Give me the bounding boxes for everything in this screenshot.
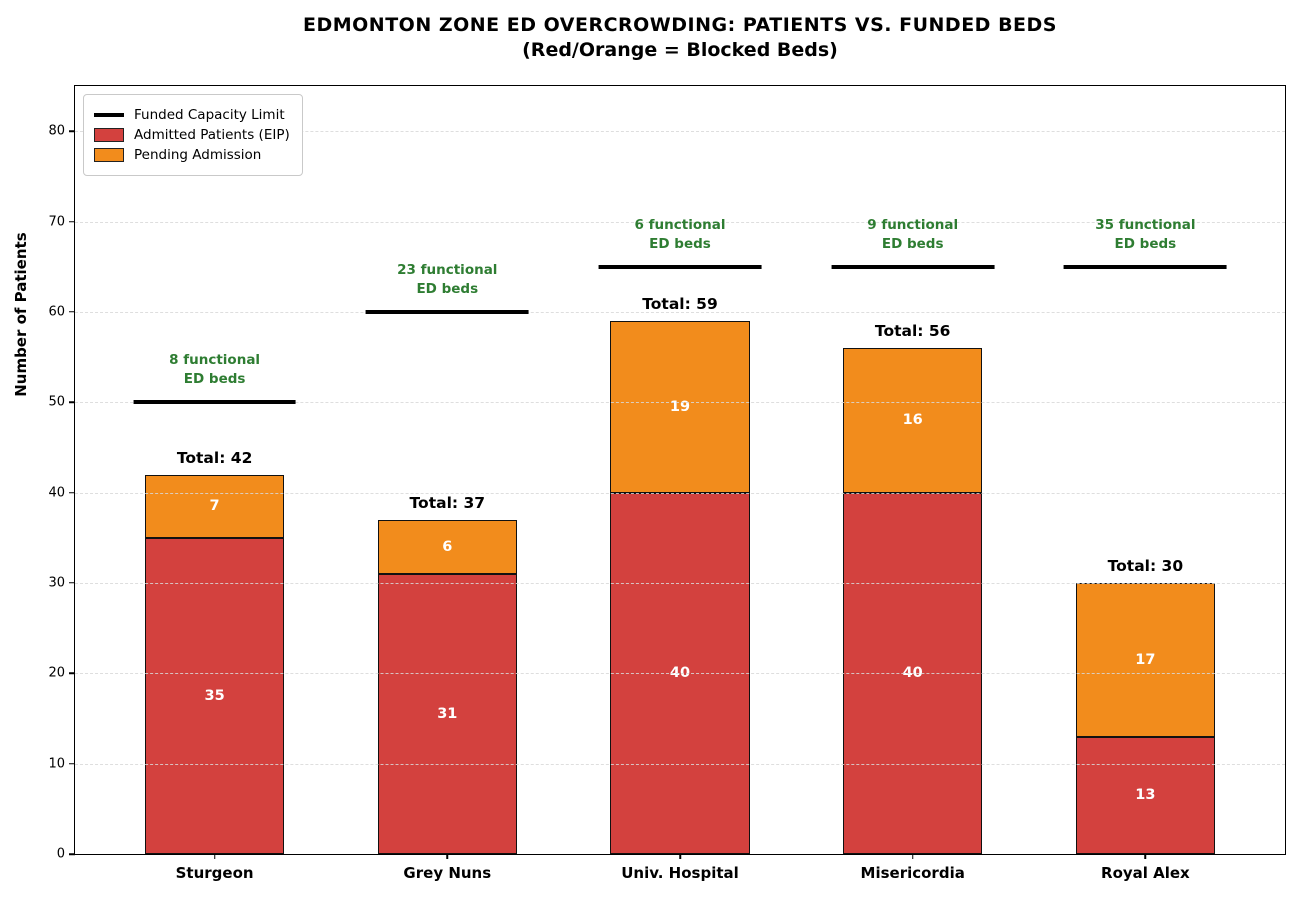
bar-segment-value: 31 [437, 705, 458, 722]
x-tick-label-2: Univ. Hospital [621, 864, 739, 882]
bar-segment-admitted-1: 31 [377, 573, 518, 854]
total-label-0: Total: 42 [176, 448, 253, 467]
bar-segment-value: 17 [1135, 651, 1156, 668]
total-label-1: Total: 37 [409, 493, 486, 512]
bar-segment-value: 16 [902, 412, 923, 429]
legend-item-1: Admitted Patients (EIP) [94, 127, 290, 143]
annotation-line: 8 functional [169, 352, 261, 369]
annotation-line: 9 functional [867, 216, 959, 233]
funded-capacity-line-3 [831, 264, 995, 269]
x-tick-mark-1 [446, 854, 449, 859]
bar-segment-value: 19 [669, 398, 691, 415]
bar-segment-admitted-0: 35 [144, 537, 285, 854]
bar-segment-value: 35 [204, 687, 225, 704]
plot-area: Funded Capacity Limit Admitted Patients (… [48, 85, 1286, 882]
y-tick-mark-70 [69, 220, 75, 223]
functional-beds-annotation-4: 35 functional ED beds [1095, 216, 1195, 254]
bar-segment-pending-1: 6 [377, 519, 518, 574]
bar-segment-pending-2: 19 [610, 320, 750, 493]
legend-label: Pending Admission [134, 147, 262, 163]
funded-capacity-line-0 [133, 400, 297, 405]
chart-title-line2: (Red/Orange = Blocked Beds) [522, 39, 838, 61]
y-tick-label-50: 50 [48, 394, 65, 410]
bar-segment-pending-4: 17 [1075, 582, 1216, 737]
y-tick-label-40: 40 [48, 485, 65, 501]
y-tick-mark-50 [69, 401, 75, 403]
bar-segment-admitted-4: 13 [1075, 736, 1216, 854]
chart-title-line1: EDMONTON ZONE ED OVERCROWDING: PATIENTS … [303, 14, 1057, 36]
functional-beds-annotation-3: 9 functional ED beds [867, 216, 958, 254]
legend-color-swatch [94, 128, 124, 142]
x-tick-mark-0 [213, 854, 216, 859]
x-tick-label-1: Grey Nuns [403, 864, 492, 882]
annotation-line: ED beds [416, 281, 479, 297]
bar-segment-value: 40 [669, 665, 691, 682]
funded-capacity-line-1 [365, 309, 529, 314]
annotation-line: ED beds [881, 235, 944, 252]
x-tick-label-0: Sturgeon [175, 864, 254, 882]
y-tick-label-20: 20 [48, 665, 65, 681]
x-tick-mark-4 [1144, 854, 1147, 859]
legend: Funded Capacity Limit Admitted Patients (… [83, 94, 303, 176]
y-tick-label-0: 0 [56, 846, 65, 862]
y-tick-label-70: 70 [48, 214, 65, 230]
bar-segment-value: 13 [1135, 787, 1156, 804]
legend-label: Admitted Patients (EIP) [134, 127, 290, 143]
annotation-line: ED beds [183, 371, 246, 388]
annotation-line: 23 functional [397, 262, 498, 279]
x-tick-mark-2 [679, 854, 681, 859]
functional-beds-annotation-1: 23 functional ED beds [397, 261, 497, 299]
y-tick-mark-60 [69, 311, 75, 313]
bar-segment-admitted-3: 40 [842, 492, 983, 854]
x-tick-label-3: Misericordia [860, 864, 965, 882]
bar-segment-value: 40 [902, 665, 923, 682]
annotation-line: ED beds [649, 235, 711, 252]
y-tick-mark-20 [69, 672, 75, 675]
annotation-line: 35 functional [1095, 216, 1196, 233]
bar-segment-admitted-2: 40 [610, 492, 750, 854]
y-tick-label-30: 30 [48, 575, 65, 591]
legend-item-0: Funded Capacity Limit [94, 107, 290, 123]
y-tick-mark-40 [69, 491, 75, 494]
bar-segment-pending-0: 7 [144, 474, 285, 538]
chart-title: EDMONTON ZONE ED OVERCROWDING: PATIENTS … [74, 14, 1286, 61]
functional-beds-annotation-2: 6 functional ED beds [635, 216, 726, 254]
total-label-4: Total: 30 [1107, 556, 1184, 575]
funded-capacity-line-2 [598, 264, 762, 269]
x-tick-label-4: Royal Alex [1101, 864, 1190, 882]
y-axis-label: Number of Patients [12, 232, 30, 397]
legend-line-swatch [94, 113, 124, 117]
functional-beds-annotation-0: 8 functional ED beds [169, 351, 260, 389]
bar-segment-value: 7 [209, 498, 220, 515]
bar-segment-pending-3: 16 [842, 348, 983, 493]
legend-color-swatch [94, 148, 124, 162]
annotation-line: 6 functional [634, 216, 726, 233]
funded-capacity-line-4 [1063, 264, 1227, 269]
y-tick-mark-30 [69, 582, 75, 584]
y-tick-label-60: 60 [48, 304, 65, 320]
y-tick-label-80: 80 [48, 123, 65, 139]
y-tick-mark-0 [69, 853, 75, 855]
y-tick-mark-10 [69, 762, 75, 765]
legend-item-2: Pending Admission [94, 147, 290, 163]
y-tick-mark-80 [69, 130, 75, 132]
annotation-line: ED beds [1114, 235, 1177, 252]
x-tick-mark-3 [911, 854, 914, 859]
total-label-2: Total: 59 [642, 294, 718, 313]
total-label-3: Total: 56 [874, 322, 951, 341]
bar-segment-value: 6 [442, 538, 453, 555]
y-tick-label-10: 10 [48, 756, 65, 772]
legend-label: Funded Capacity Limit [134, 107, 285, 123]
